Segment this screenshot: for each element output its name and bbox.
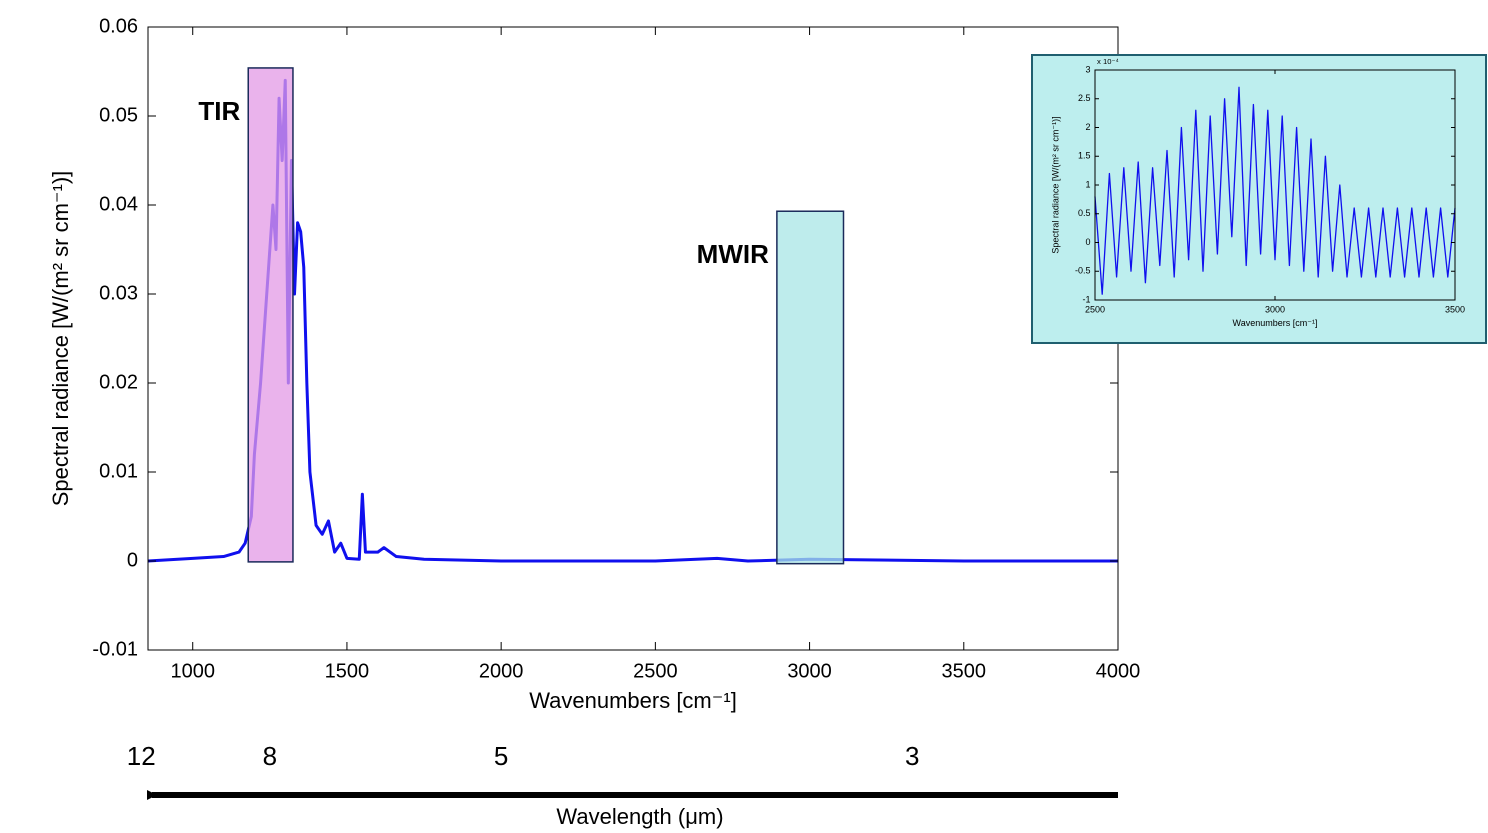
y-tick-label: 0.02 <box>99 371 138 393</box>
wavelength-tick-label: 3 <box>905 741 919 771</box>
y-axis-label: Spectral radiance [W/(m² sr cm⁻¹)] <box>48 171 73 507</box>
plot-area <box>148 27 1118 650</box>
y-tick-label: 0.05 <box>99 104 138 126</box>
x-tick-label: 3000 <box>787 660 832 682</box>
band-box <box>247 67 294 563</box>
y-tick-label: 1.5 <box>1078 151 1091 161</box>
y-tick-label: 0.06 <box>99 15 138 37</box>
wavelength-label: Wavelength (μm) <box>556 804 723 829</box>
band-label: TIR <box>198 96 240 126</box>
x-tick-label: 1000 <box>170 660 215 682</box>
x-tick-label: 3500 <box>942 660 987 682</box>
wavelength-tick-label: 8 <box>263 741 277 771</box>
y-tick-label: 0.04 <box>99 193 138 215</box>
x-tick-label: 2500 <box>633 660 678 682</box>
y-axis-label: Spectral radiance [W/(m² sr cm⁻¹)] <box>1051 116 1061 253</box>
y-tick-label: 0 <box>127 549 138 571</box>
band-box <box>776 210 845 565</box>
x-tick-label: 2500 <box>1085 304 1105 314</box>
x-axis-label: Wavenumbers [cm⁻¹] <box>1233 318 1318 328</box>
y-tick-label: 0.03 <box>99 282 138 304</box>
x-tick-label: 1500 <box>325 660 370 682</box>
y-tick-label: 0.5 <box>1078 208 1091 218</box>
y-tick-label: 0 <box>1085 237 1090 247</box>
y-tick-label: 1 <box>1085 179 1090 189</box>
x-tick-label: 2000 <box>479 660 524 682</box>
x-tick-label: 3500 <box>1445 304 1465 314</box>
y-tick-label: -0.5 <box>1075 266 1091 276</box>
y-tick-label: 0.01 <box>99 460 138 482</box>
y-tick-label: -1 <box>1082 294 1090 304</box>
wavelength-tick-label: 12 <box>127 741 156 771</box>
y-tick-label: 2.5 <box>1078 93 1091 103</box>
data-line <box>1094 86 1456 295</box>
y-tick-label: 3 <box>1085 64 1090 74</box>
axis-multiplier: x 10⁻⁴ <box>1097 57 1119 66</box>
wavelength-tick-label: 5 <box>494 741 508 771</box>
y-tick-label: -0.01 <box>92 638 138 660</box>
plot-area <box>1095 70 1455 300</box>
x-axis-label: Wavenumbers [cm⁻¹] <box>529 688 737 713</box>
x-tick-label: 3000 <box>1265 304 1285 314</box>
y-tick-label: 2 <box>1085 122 1090 132</box>
x-tick-label: 4000 <box>1096 660 1141 682</box>
band-label: MWIR <box>697 239 769 269</box>
